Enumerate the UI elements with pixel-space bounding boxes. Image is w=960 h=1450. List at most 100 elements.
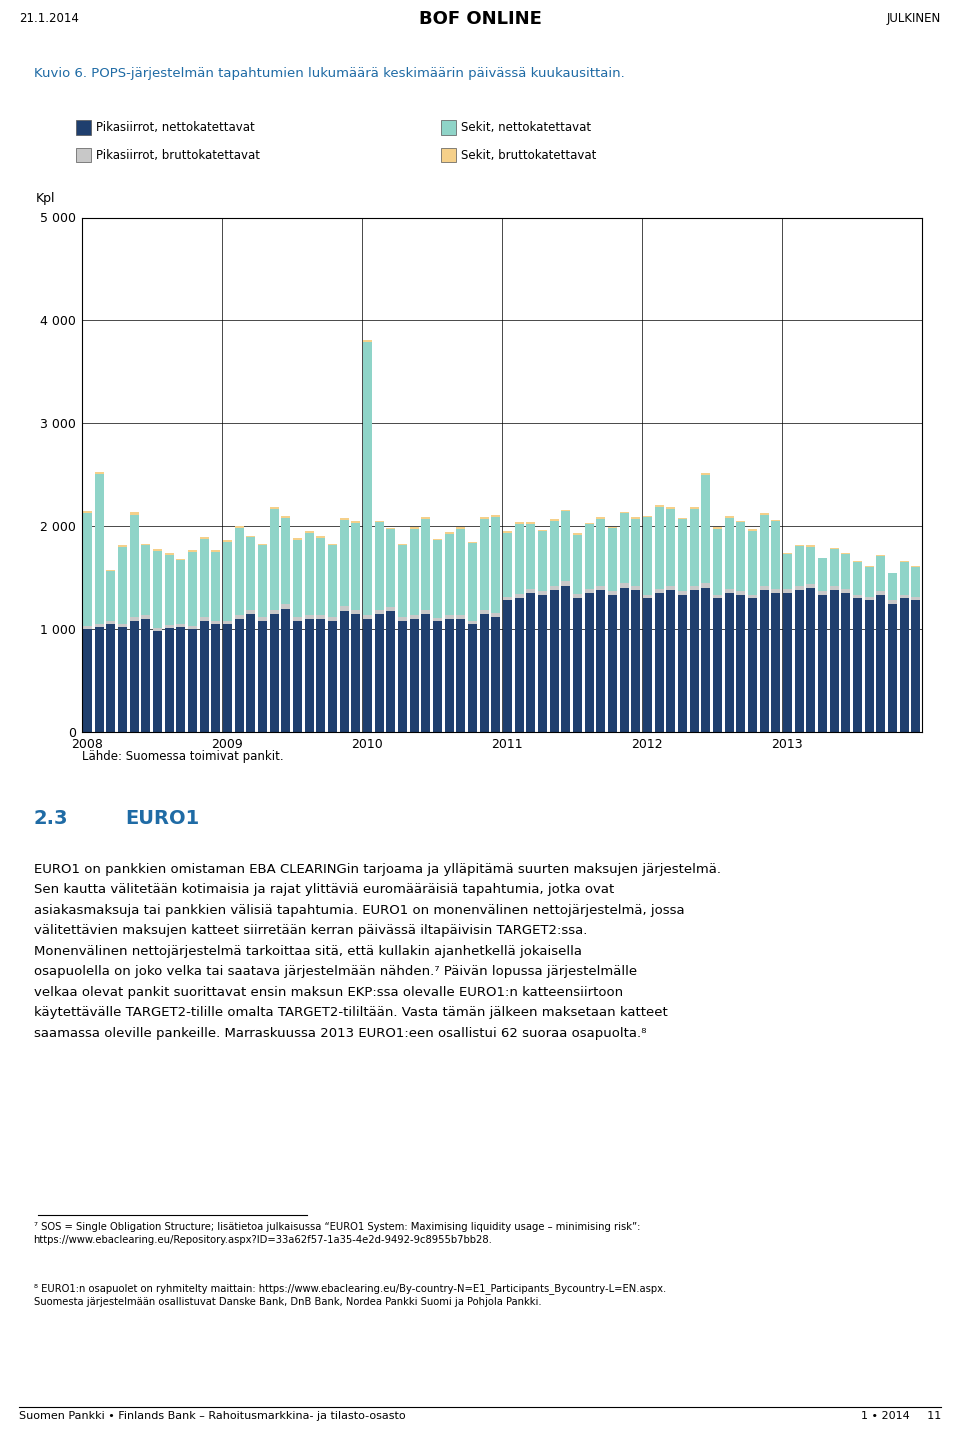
Bar [632,519,640,586]
Bar [538,592,547,596]
Bar [234,619,244,732]
Bar [759,590,769,732]
Bar [304,619,314,732]
Text: Suomen Pankki • Finlands Bank – Rahoitusmarkkina- ja tilasto-osasto: Suomen Pankki • Finlands Bank – Rahoitus… [19,1411,406,1421]
Bar [480,519,489,610]
Bar [94,473,104,474]
Bar [888,573,897,600]
Bar [130,515,138,618]
Bar [386,610,396,732]
Bar [783,554,792,589]
Bar [480,613,489,732]
Bar [153,628,162,631]
Bar [608,528,617,592]
Bar [397,618,407,621]
Text: Pikasiirrot, nettokatettavat: Pikasiirrot, nettokatettavat [96,122,254,133]
Bar [340,610,348,732]
Bar [107,571,115,621]
Bar [596,586,606,590]
Bar [585,523,593,589]
Bar [562,512,570,581]
Bar [141,619,151,732]
Text: 21.1.2014: 21.1.2014 [19,13,79,25]
Bar [549,586,559,590]
Bar [351,610,360,613]
Bar [258,544,267,545]
Bar [421,518,430,519]
Bar [118,628,127,732]
Bar [281,609,290,732]
Bar [246,538,255,609]
Bar [340,518,348,521]
Bar [759,515,769,586]
Text: ⁷ SOS = Single Obligation Structure; lisätietoa julkaisussa “EURO1 System: Maxim: ⁷ SOS = Single Obligation Structure; lis… [34,1222,640,1246]
Bar [852,561,862,594]
Bar [340,606,348,610]
Bar [421,519,430,610]
Bar [328,618,337,621]
Bar [363,341,372,342]
Bar [153,550,162,551]
Bar [759,586,769,590]
Bar [865,567,874,597]
Bar [783,589,792,593]
Bar [562,581,570,586]
Bar [818,592,827,596]
Bar [852,594,862,599]
Bar [94,624,104,628]
Bar [386,529,396,606]
Bar [468,621,477,624]
Bar [748,531,757,594]
Text: ⁸ EURO1:n osapuolet on ryhmitelty maittain: https://www.ebaclearing.eu/By-countr: ⁸ EURO1:n osapuolet on ryhmitelty maitta… [34,1283,666,1306]
Bar [689,509,699,586]
Bar [655,589,663,593]
Bar [573,535,582,594]
Bar [596,518,606,519]
Bar [841,589,851,593]
Bar [515,599,523,732]
Bar [503,596,512,600]
Bar [643,516,652,518]
Bar [632,590,640,732]
Bar [304,615,314,619]
Bar [246,609,255,613]
Bar [94,474,104,624]
Bar [130,621,138,732]
Bar [771,593,780,732]
Bar [281,605,290,609]
Bar [795,590,804,732]
Bar [911,567,921,597]
Bar [911,600,921,732]
Bar [538,532,547,592]
Bar [725,593,733,732]
Bar [771,521,780,589]
Bar [480,610,489,613]
Bar [689,507,699,509]
Bar [713,594,722,599]
Bar [223,621,232,624]
Bar [270,509,278,610]
Bar [515,594,523,599]
Bar [829,590,839,732]
Bar [503,600,512,732]
Bar [444,619,454,732]
Bar [666,507,675,509]
Bar [188,626,197,629]
Bar [549,521,559,586]
Bar [386,606,396,610]
Bar [177,624,185,628]
Bar [619,512,629,513]
Bar [562,509,570,512]
Bar [164,628,174,732]
Bar [340,521,348,606]
Bar [678,596,687,732]
Bar [666,590,675,732]
Bar [841,554,851,589]
Bar [258,621,267,732]
Bar [316,538,325,615]
Bar [281,518,290,605]
Bar [258,545,267,618]
Bar [141,544,151,545]
Bar [503,532,512,596]
Bar [911,597,921,600]
